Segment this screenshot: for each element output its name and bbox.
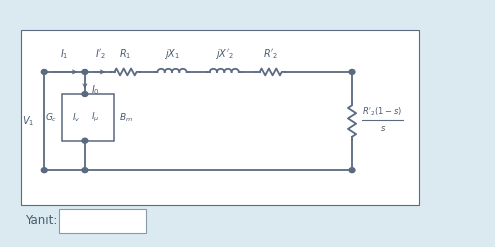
Text: Yanıt:: Yanıt: xyxy=(25,214,57,227)
Circle shape xyxy=(82,92,88,97)
Text: $R_1$: $R_1$ xyxy=(119,47,132,61)
Text: $I'_2$: $I'_2$ xyxy=(95,47,106,61)
Text: $G_c$: $G_c$ xyxy=(45,111,57,124)
Text: $I_v$: $I_v$ xyxy=(72,111,81,124)
Circle shape xyxy=(349,69,355,74)
Text: $s$: $s$ xyxy=(380,124,386,133)
Circle shape xyxy=(82,138,88,143)
Text: $jX'_2$: $jX'_2$ xyxy=(215,47,234,61)
Text: $I_\mu$: $I_\mu$ xyxy=(92,111,100,124)
FancyBboxPatch shape xyxy=(59,209,146,233)
FancyBboxPatch shape xyxy=(21,30,419,205)
Circle shape xyxy=(42,69,47,74)
Circle shape xyxy=(349,168,355,173)
Text: $jX_1$: $jX_1$ xyxy=(164,47,180,61)
Text: $R'_2(1-s)$: $R'_2(1-s)$ xyxy=(362,106,403,119)
Text: $B_m$: $B_m$ xyxy=(119,111,133,124)
Text: $R'_2$: $R'_2$ xyxy=(263,47,278,61)
Text: $V_1$: $V_1$ xyxy=(21,114,34,128)
Circle shape xyxy=(82,69,88,74)
Text: $I_0$: $I_0$ xyxy=(91,84,99,98)
Circle shape xyxy=(42,168,47,173)
Circle shape xyxy=(82,168,88,173)
Text: $I_1$: $I_1$ xyxy=(60,47,69,61)
